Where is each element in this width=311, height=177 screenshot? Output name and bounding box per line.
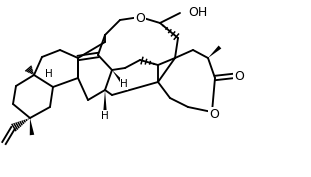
Text: O: O bbox=[135, 12, 145, 24]
Text: O: O bbox=[234, 70, 244, 82]
Text: H: H bbox=[45, 69, 53, 79]
Polygon shape bbox=[112, 70, 123, 83]
Polygon shape bbox=[208, 45, 221, 58]
Polygon shape bbox=[103, 90, 107, 112]
Text: O: O bbox=[209, 107, 219, 121]
Text: H: H bbox=[101, 111, 109, 121]
Text: H: H bbox=[120, 79, 128, 89]
Text: OH: OH bbox=[188, 7, 207, 19]
Polygon shape bbox=[30, 118, 34, 135]
